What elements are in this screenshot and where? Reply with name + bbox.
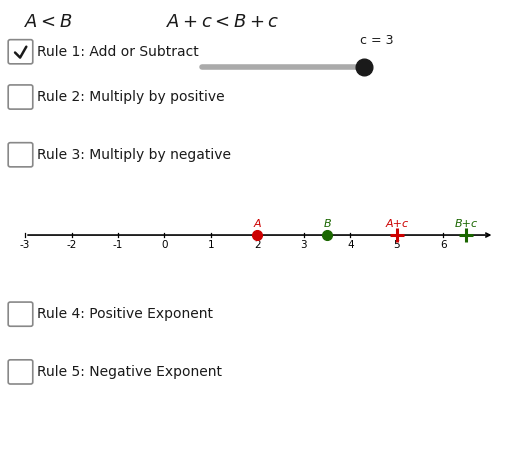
Text: 4: 4 (347, 240, 354, 250)
Text: Rule 1: Add or Subtract: Rule 1: Add or Subtract (37, 45, 199, 59)
Text: B: B (323, 219, 331, 229)
FancyBboxPatch shape (8, 40, 33, 64)
FancyBboxPatch shape (8, 360, 33, 384)
FancyArrowPatch shape (28, 233, 489, 237)
Text: 0: 0 (161, 240, 168, 250)
Text: 1: 1 (208, 240, 214, 250)
Text: $A + c < B + c$: $A + c < B + c$ (166, 13, 280, 31)
FancyBboxPatch shape (8, 143, 33, 167)
Text: 5: 5 (393, 240, 400, 250)
Text: Rule 2: Multiply by positive: Rule 2: Multiply by positive (37, 90, 224, 104)
Text: -3: -3 (20, 240, 30, 250)
Text: B+c: B+c (455, 219, 478, 229)
Text: 6: 6 (440, 240, 446, 250)
Text: -1: -1 (113, 240, 123, 250)
Text: Rule 3: Multiply by negative: Rule 3: Multiply by negative (37, 148, 231, 162)
Text: A+c: A+c (385, 219, 409, 229)
FancyBboxPatch shape (8, 302, 33, 326)
Text: c = 3: c = 3 (359, 34, 393, 47)
Text: A: A (253, 219, 261, 229)
Text: Rule 4: Positive Exponent: Rule 4: Positive Exponent (37, 307, 213, 321)
Text: Rule 5: Negative Exponent: Rule 5: Negative Exponent (37, 365, 222, 379)
Text: -2: -2 (67, 240, 77, 250)
FancyBboxPatch shape (8, 85, 33, 109)
Text: $A < B$: $A < B$ (25, 13, 73, 31)
Text: 2: 2 (254, 240, 261, 250)
Text: 3: 3 (301, 240, 307, 250)
